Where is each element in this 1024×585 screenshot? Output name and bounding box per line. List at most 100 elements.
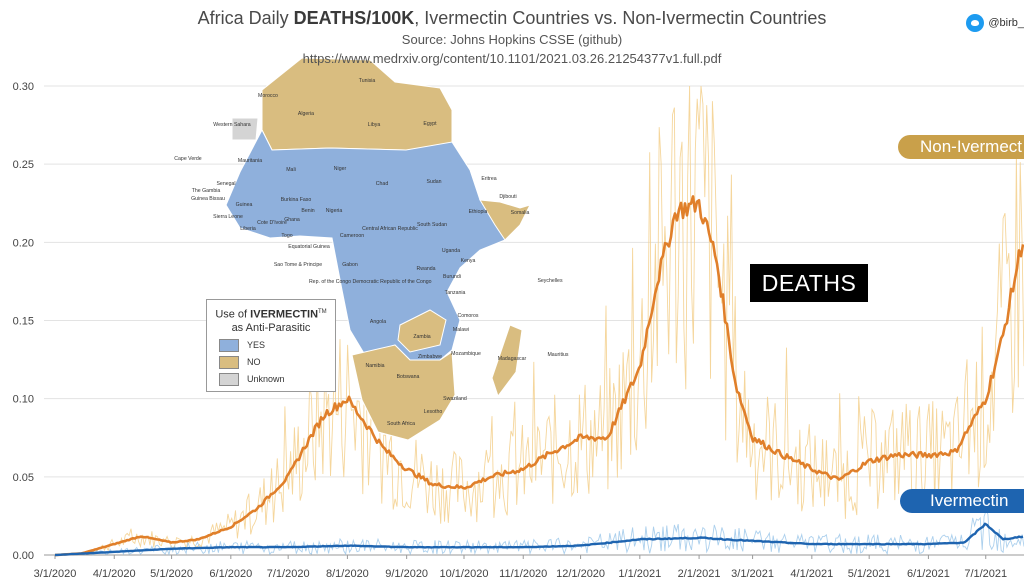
y-tick-label: 0.20 xyxy=(13,237,34,249)
x-tick-label: 6/1/2020 xyxy=(209,568,252,580)
x-tick-label: 4/1/2020 xyxy=(93,568,136,580)
map-country-label: Nigeria xyxy=(326,208,343,214)
map-zambia xyxy=(397,309,447,353)
x-tick-label: 5/1/2021 xyxy=(848,568,891,580)
map-country-label: Sierra Leone xyxy=(213,214,243,220)
africa-map: Tunisia Morocco Algeria Libya Egypt Western S… xyxy=(174,57,569,441)
map-country-label: Somalia xyxy=(511,210,530,216)
map-country-label: Mozambique xyxy=(451,351,481,357)
x-tick-label: 7/1/2021 xyxy=(964,568,1007,580)
chart-url: https://www.medrxiv.org/content/10.1101/… xyxy=(302,51,722,66)
smoothed-line-non-ivermectin xyxy=(54,195,1024,557)
legend-item-label: Unknown xyxy=(247,374,285,385)
x-tick-label: 1/1/2021 xyxy=(618,568,661,580)
x-tick-label: 8/1/2020 xyxy=(326,568,369,580)
map-country-label: Angola xyxy=(370,319,386,325)
map-country-label: Mali xyxy=(286,167,296,173)
map-country-label: Zambia xyxy=(413,334,430,340)
map-country-label: Cape Verde xyxy=(174,156,202,162)
x-tick-label: 2/1/2021 xyxy=(678,568,721,580)
y-tick-label: 0.15 xyxy=(13,316,34,328)
map-west-africa xyxy=(225,128,521,361)
x-tick-label: 4/1/2021 xyxy=(790,568,833,580)
map-country-label: Ethiopia xyxy=(469,209,488,215)
x-tick-label: 12/1/2020 xyxy=(556,568,605,580)
map-country-label: Djibouti xyxy=(499,194,516,200)
legend-swatch xyxy=(219,355,239,369)
map-country-label: South Africa xyxy=(387,421,415,427)
x-tick-label: 10/1/2020 xyxy=(440,568,489,580)
map-country-label: Niger xyxy=(334,166,347,172)
map-country-label: Namibia xyxy=(365,363,384,369)
legend-title: Use of IVERMECTINTM as Anti-Parasitic xyxy=(215,308,327,334)
map-country-label: Sao Tome & Principe xyxy=(274,262,322,268)
map-country-label: Burkina Faso xyxy=(281,197,312,203)
x-tick-label: 7/1/2020 xyxy=(267,568,310,580)
map-country-label: Comoros xyxy=(457,313,478,319)
deaths-label: DEATHS xyxy=(750,264,868,302)
map-country-label: Malawi xyxy=(453,327,469,333)
map-madagascar xyxy=(491,324,523,398)
map-country-label: Western Sahara xyxy=(213,122,251,128)
map-country-label: Togo xyxy=(281,233,292,239)
map-country-label: Sudan xyxy=(426,179,441,185)
map-country-label: Botswana xyxy=(397,374,420,380)
map-country-label: Tunisia xyxy=(359,78,376,84)
map-country-label: Eritrea xyxy=(481,176,496,182)
map-country-label: Madagascar xyxy=(498,356,527,362)
map-country-label: Cameroon xyxy=(340,233,364,239)
legend-swatch xyxy=(219,372,239,386)
legend-item: YES xyxy=(219,338,335,352)
map-country-label: Chad xyxy=(376,181,389,187)
legend-swatch xyxy=(219,338,239,352)
map-north-africa xyxy=(261,57,453,151)
x-tick-label: 6/1/2021 xyxy=(907,568,950,580)
map-country-label: Algeria xyxy=(298,111,314,117)
series-label-ivermectin: Ivermectin xyxy=(900,489,1024,513)
map-country-label: Guinea xyxy=(236,202,253,208)
map-country-label: Liberia xyxy=(240,226,256,232)
map-country-label: Mauritius xyxy=(547,352,568,358)
map-country-label: Ghana xyxy=(284,217,300,223)
map-legend: Use of IVERMECTINTM as Anti-Parasitic YES… xyxy=(206,299,336,392)
map-country-label: Swaziland xyxy=(443,396,467,402)
series-label-non-ivermectin: Non-Ivermect xyxy=(898,135,1024,159)
map-country-label: Uganda xyxy=(442,248,460,254)
map-country-label: Burundi xyxy=(443,274,461,280)
map-western-sahara xyxy=(231,117,259,141)
map-country-label: Rwanda xyxy=(416,266,435,272)
legend-item-label: YES xyxy=(247,340,266,351)
raw-daily-line-non-ivermectin xyxy=(54,85,1024,556)
raw-daily-line-ivermectin xyxy=(54,509,1024,556)
x-tick-label: 3/1/2020 xyxy=(34,568,77,580)
y-tick-label: 0.00 xyxy=(13,550,34,562)
chart-title: Africa Daily DEATHS/100K, Ivermectin Cou… xyxy=(197,8,827,28)
y-tick-label: 0.30 xyxy=(13,81,34,93)
twitter-bird-icon xyxy=(966,14,985,32)
map-country-label: The Gambia xyxy=(192,188,221,194)
legend-item: Unknown xyxy=(219,372,335,386)
y-tick-label: 0.05 xyxy=(13,472,34,484)
twitter-handle: @birb_ xyxy=(966,14,1024,32)
y-tick-label: 0.25 xyxy=(13,159,34,171)
chart-source: Source: Johns Hopkins CSSE (github) xyxy=(401,32,623,47)
twitter-handle-text: @birb_ xyxy=(988,17,1024,29)
map-country-label: Egypt xyxy=(423,121,437,127)
map-country-label: Democratic Republic of the Congo xyxy=(352,279,431,285)
map-southern-africa xyxy=(351,344,456,441)
map-country-label: Morocco xyxy=(258,93,278,99)
map-country-label: Senegal xyxy=(216,181,235,187)
map-country-label: Central African Republic xyxy=(362,226,418,232)
y-tick-label: 0.10 xyxy=(13,394,34,406)
map-country-label: Kenya xyxy=(461,258,476,264)
map-country-label: Gabon xyxy=(342,262,358,268)
map-country-label: Lesotho xyxy=(424,409,443,415)
map-country-label: Guinea Bissau xyxy=(191,196,225,202)
smoothed-line-ivermectin xyxy=(54,522,1024,557)
map-country-label: Tanzania xyxy=(445,290,466,296)
legend-item-label: NO xyxy=(247,357,261,368)
x-tick-label: 5/1/2020 xyxy=(150,568,193,580)
map-country-label: Rep. of the Congo xyxy=(309,279,351,285)
map-country-label: Mauritania xyxy=(238,158,262,164)
